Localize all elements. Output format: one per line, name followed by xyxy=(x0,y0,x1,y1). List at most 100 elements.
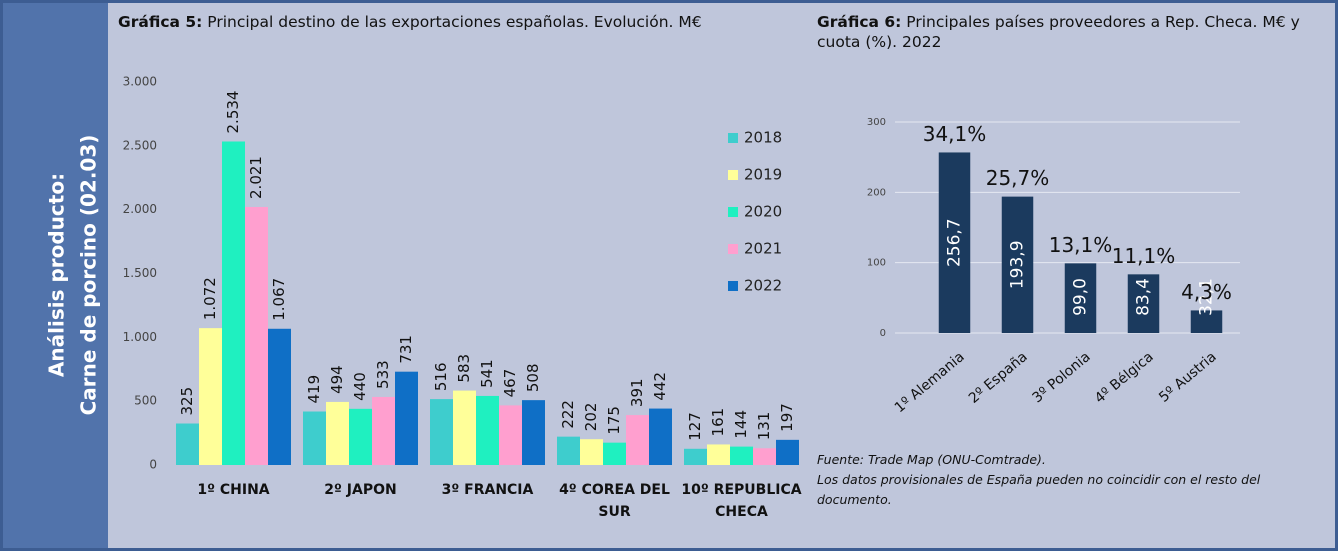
bar xyxy=(580,439,603,465)
side-label: Análisis producto: xyxy=(45,173,69,377)
value-label: 144 xyxy=(732,410,750,439)
value-label: 1.072 xyxy=(201,277,219,320)
value-label: 197 xyxy=(778,403,796,432)
chart-title: Gráfica 6: Principales países proveedore… xyxy=(817,12,1332,52)
bar xyxy=(684,448,707,465)
share-label: 34,1% xyxy=(923,122,987,146)
value-label: 391 xyxy=(628,378,646,407)
value-label: 467 xyxy=(501,369,519,398)
x-tick-label: 1º CHINA xyxy=(197,482,270,498)
bar xyxy=(730,446,753,465)
legend-label: 2022 xyxy=(744,277,782,295)
value-label: 494 xyxy=(328,365,346,394)
source-box: Fuente: Trade Map (ONU-Comtrade). Los dat… xyxy=(817,450,1332,510)
bar xyxy=(349,408,372,465)
bar xyxy=(499,405,522,465)
value-label: 2.534 xyxy=(224,91,242,134)
bar xyxy=(753,448,776,465)
bar xyxy=(557,436,580,465)
value-label: 508 xyxy=(524,364,542,393)
y-tick-label: 2.500 xyxy=(123,138,157,152)
share-label: 25,7% xyxy=(986,166,1050,190)
share-label: 13,1% xyxy=(1049,233,1113,257)
x-tick-label: 3º FRANCIA xyxy=(441,482,534,498)
side-label: Carne de porcino (02.03) xyxy=(77,135,101,416)
title-box: Gráfica 6: Principales países proveedore… xyxy=(817,12,1332,52)
bar xyxy=(776,439,799,465)
value-label: 533 xyxy=(374,360,392,389)
x-tick-label: 4º COREA DEL SUR xyxy=(559,482,670,521)
value-label: 325 xyxy=(178,387,196,416)
chart-title: Gráfica 5: Principal destino de las expo… xyxy=(118,12,808,32)
share-label: 11,1% xyxy=(1112,244,1176,268)
legend-swatch xyxy=(728,244,738,254)
source-line: Fuente: Trade Map (ONU-Comtrade). xyxy=(817,452,1046,467)
legend-label: 2019 xyxy=(744,166,782,184)
value-label: 541 xyxy=(478,359,496,388)
value-label: 583 xyxy=(455,354,473,383)
value-label: 175 xyxy=(605,406,623,435)
side-bar xyxy=(3,3,108,548)
value-label: 99,0 xyxy=(1071,278,1091,316)
bar xyxy=(476,395,499,465)
y-tick-label: 3.000 xyxy=(123,75,157,89)
y-tick-label: 1.500 xyxy=(123,266,157,280)
bar xyxy=(453,390,476,465)
bar xyxy=(372,396,395,465)
value-label: 193,9 xyxy=(1008,240,1028,289)
title-text: Principales países proveedores a Rep. Ch… xyxy=(817,13,1300,52)
value-label: 32,1 xyxy=(1197,278,1217,316)
bar xyxy=(1001,196,1034,333)
value-label: 2.021 xyxy=(247,156,265,199)
legend-swatch xyxy=(728,207,738,217)
bar xyxy=(649,408,672,465)
value-label: 83,4 xyxy=(1134,278,1154,316)
bar xyxy=(1190,310,1223,333)
legend-label: 2020 xyxy=(744,203,782,221)
x-label-box: 3º FRANCIA xyxy=(441,482,534,498)
bar xyxy=(707,444,730,465)
bar xyxy=(268,328,291,465)
bar xyxy=(199,328,222,465)
x-label-box: 10º REPUBLICA CHECA xyxy=(681,482,802,521)
bar xyxy=(176,423,199,465)
value-label: 161 xyxy=(709,408,727,437)
y-tick-label: 0 xyxy=(880,328,886,339)
title-label: Gráfica 6: xyxy=(817,13,902,31)
legend-swatch xyxy=(728,133,738,143)
y-tick-label: 500 xyxy=(134,394,157,408)
value-label: 256,7 xyxy=(945,218,965,267)
x-label-box: 2º JAPON xyxy=(324,482,397,498)
legend-label: 2018 xyxy=(744,129,782,147)
bar xyxy=(430,399,453,465)
value-label: 127 xyxy=(686,412,704,441)
value-label: 1.067 xyxy=(270,278,288,321)
source-line: Los datos provisionales de España pueden… xyxy=(817,472,1261,507)
bar xyxy=(1064,263,1097,333)
title-box: Gráfica 5: Principal destino de las expo… xyxy=(118,12,808,32)
y-tick-label: 2.000 xyxy=(123,202,157,216)
x-tick-label: 2º JAPON xyxy=(324,482,397,498)
y-tick-label: 100 xyxy=(867,258,886,269)
legend-label: 2021 xyxy=(744,240,782,258)
y-tick-label: 200 xyxy=(867,187,886,198)
y-tick-label: 1.000 xyxy=(123,330,157,344)
y-tick-label: 300 xyxy=(867,117,886,128)
bar xyxy=(522,400,545,465)
legend-swatch xyxy=(728,281,738,291)
source: Fuente: Trade Map (ONU-Comtrade). Los dat… xyxy=(817,450,1332,510)
title-label: Gráfica 5: xyxy=(118,13,203,31)
bar xyxy=(222,141,245,465)
value-label: 131 xyxy=(755,412,773,441)
value-label: 440 xyxy=(351,372,369,401)
value-label: 731 xyxy=(397,335,415,364)
bar xyxy=(938,152,971,333)
legend-swatch xyxy=(728,170,738,180)
bar xyxy=(395,371,418,465)
bar xyxy=(1127,274,1160,333)
value-label: 202 xyxy=(582,403,600,432)
value-label: 222 xyxy=(559,400,577,429)
bar xyxy=(245,206,268,466)
x-tick-label: 10º REPUBLICA CHECA xyxy=(681,482,802,521)
